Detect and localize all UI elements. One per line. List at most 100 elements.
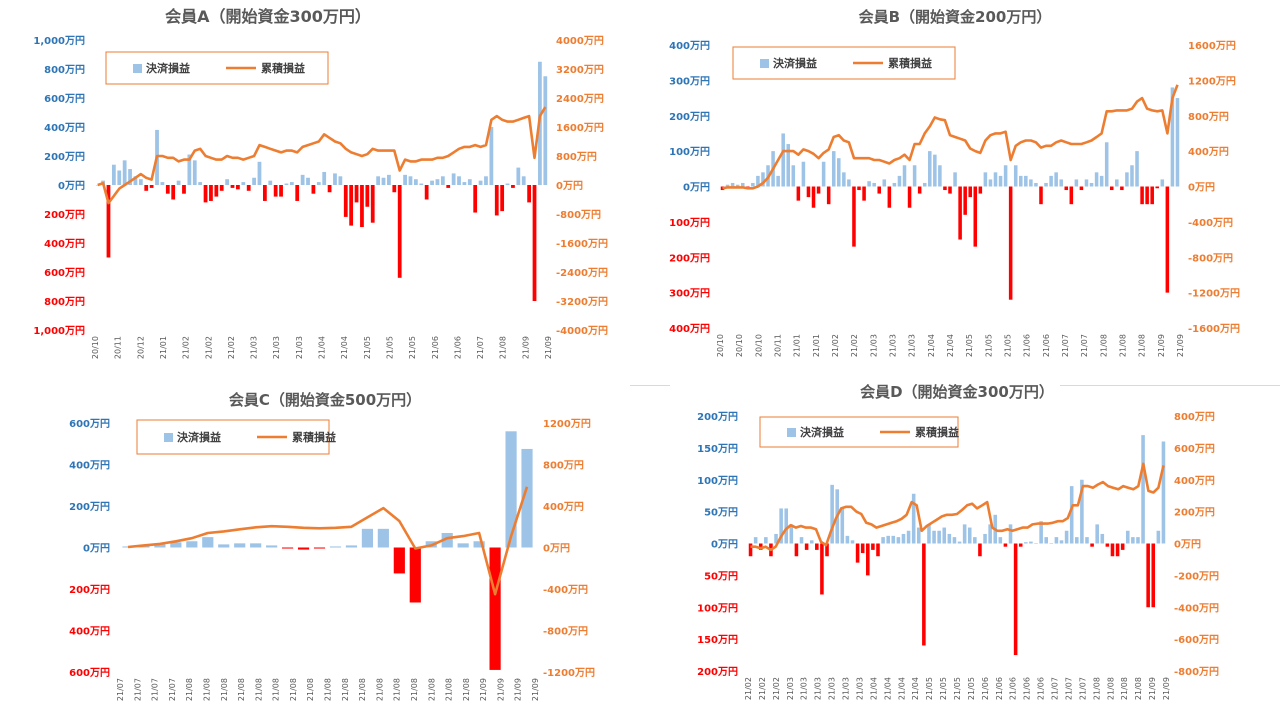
x-axis-tick-label: 21/06 xyxy=(1037,677,1046,700)
profit-bar xyxy=(1089,182,1094,187)
profit-bar xyxy=(953,172,957,187)
loss-bar xyxy=(948,186,952,194)
right-axis-tick-label: 1600万円 xyxy=(556,122,604,134)
profit-bar xyxy=(338,176,343,185)
loss-bar xyxy=(794,543,799,557)
profit-bar xyxy=(176,180,181,185)
profit-bar xyxy=(881,537,885,544)
profit-bar xyxy=(521,448,533,548)
right-axis-tick-label: 1600万円 xyxy=(1188,40,1236,52)
profit-bar xyxy=(1131,537,1135,544)
x-axis-tick-label: 21/03 xyxy=(295,336,304,359)
x-axis-tick-label: 21/09 xyxy=(496,678,505,701)
x-axis-tick-label: 21/02 xyxy=(831,334,840,357)
profit-bar xyxy=(761,172,765,187)
x-axis-tick-label: 21/08 xyxy=(427,678,436,701)
legend-bar-label: 決済損益 xyxy=(800,425,844,439)
x-axis-tick-label: 21/02 xyxy=(758,677,767,700)
right-axis-tick-label: -2400万円 xyxy=(556,267,608,279)
loss-bar xyxy=(500,185,505,212)
left-axis-tick-label: 300万円 xyxy=(669,75,710,87)
x-axis-tick-label: 21/08 xyxy=(358,678,367,701)
right-axis-tick-label: 400万円 xyxy=(1188,146,1229,158)
right-axis-tick-label: -1200万円 xyxy=(543,667,595,679)
loss-bar xyxy=(860,543,865,554)
loss-bar xyxy=(978,543,982,557)
x-axis-tick-label: 21/01 xyxy=(793,334,802,357)
profit-bar xyxy=(922,182,927,187)
profit-bar xyxy=(973,537,977,544)
profit-bar xyxy=(1008,524,1013,544)
loss-bar xyxy=(825,543,829,557)
loss-bar xyxy=(532,185,537,301)
loss-bar xyxy=(758,543,763,550)
x-axis-tick-label: 21/08 xyxy=(272,678,281,701)
legend-bar-swatch xyxy=(760,59,769,68)
left-axis-tick-label: 200万円 xyxy=(69,501,110,513)
x-axis-tick-label: 21/06 xyxy=(1042,334,1051,357)
loss-bar xyxy=(796,186,801,201)
right-axis-tick-label: -400万円 xyxy=(1188,217,1233,229)
profit-bar xyxy=(1141,435,1145,544)
right-axis-tick-label: 2400万円 xyxy=(556,93,604,105)
chart-title: 会員C（開始資金500万円） xyxy=(229,391,421,409)
cumulative-line xyxy=(97,106,547,205)
profit-bar xyxy=(1024,542,1028,544)
left-axis-tick-label: 600万円 xyxy=(44,93,85,105)
loss-bar xyxy=(1090,543,1094,547)
left-axis-tick-label: 800万円 xyxy=(44,296,85,308)
x-axis-tick-label: 21/09 xyxy=(479,678,488,701)
loss-bar xyxy=(392,185,397,193)
loss-bar xyxy=(943,186,947,191)
left-axis-tick-label: 400万円 xyxy=(669,323,710,335)
x-axis-tick-label: 21/05 xyxy=(363,336,372,359)
profit-bar xyxy=(845,535,850,544)
loss-bar xyxy=(182,185,186,194)
profit-bar xyxy=(160,182,165,185)
loss-bar xyxy=(144,185,149,191)
profit-bar xyxy=(1029,179,1033,187)
x-axis-tick-label: 21/05 xyxy=(925,677,934,700)
profit-bar xyxy=(896,537,901,544)
loss-bar xyxy=(349,185,354,226)
loss-bar xyxy=(1008,186,1013,300)
profit-bar xyxy=(886,535,890,544)
profit-bar xyxy=(1044,182,1048,187)
loss-bar xyxy=(968,186,972,198)
loss-bar xyxy=(1105,543,1110,547)
profit-bar xyxy=(988,524,992,544)
x-axis-tick-label: 21/03 xyxy=(869,334,878,357)
profit-bar xyxy=(133,176,138,185)
profit-bar xyxy=(1161,441,1166,544)
profit-bar xyxy=(505,431,517,548)
x-axis-tick-label: 21/07 xyxy=(168,678,177,701)
profit-bar xyxy=(1054,172,1058,187)
x-axis-tick-label: 21/03 xyxy=(786,677,795,700)
x-axis-tick-label: 21/02 xyxy=(850,334,859,357)
profit-bar xyxy=(809,540,814,544)
x-axis-tick-label: 21/06 xyxy=(1023,334,1032,357)
right-axis-tick-label: -800万円 xyxy=(1174,666,1219,678)
profit-bar xyxy=(1049,175,1053,187)
profit-bar xyxy=(801,161,806,187)
profit-bar xyxy=(916,527,921,544)
x-axis-tick-label: 21/04 xyxy=(911,677,920,700)
profit-bar xyxy=(938,165,942,187)
profit-bar xyxy=(1095,524,1099,544)
profit-bar xyxy=(322,171,327,185)
x-axis-tick-label: 21/07 xyxy=(116,678,125,701)
legend-box xyxy=(759,416,959,448)
loss-bar xyxy=(489,547,501,670)
right-axis-tick-label: 1200万円 xyxy=(543,418,591,430)
profit-bar xyxy=(1075,537,1079,544)
profit-bar xyxy=(187,154,192,185)
loss-bar xyxy=(866,543,870,576)
profit-bar xyxy=(942,527,947,544)
x-axis-tick-label: 21/08 xyxy=(1134,677,1143,700)
left-axis-tick-label: 1,000万円 xyxy=(33,35,85,47)
loss-bar xyxy=(473,185,478,213)
loss-bar xyxy=(922,543,926,646)
loss-bar xyxy=(295,185,300,201)
profit-bar xyxy=(867,181,871,187)
left-axis-tick-label: 100万円 xyxy=(697,475,738,487)
